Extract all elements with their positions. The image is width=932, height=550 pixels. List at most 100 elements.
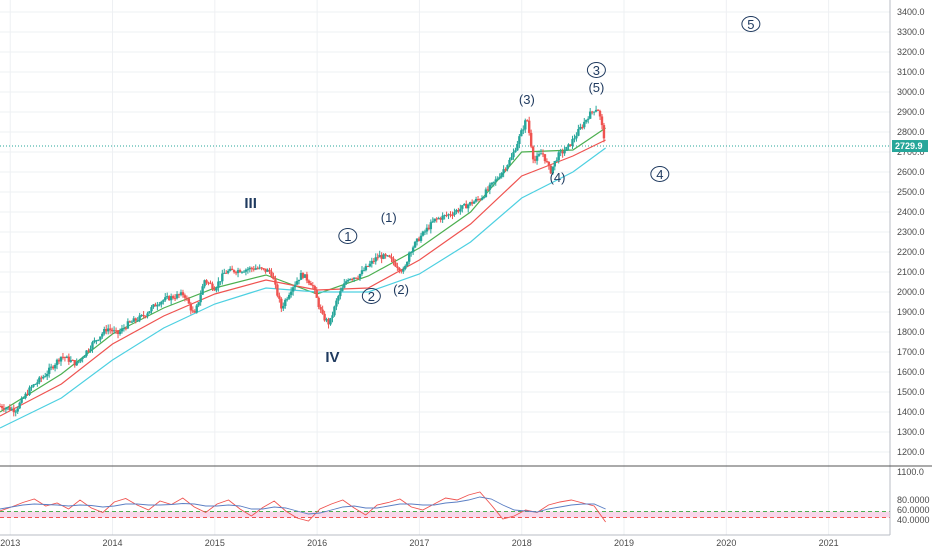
candle-body	[465, 203, 468, 209]
candle-body	[531, 146, 535, 160]
candle-body	[4, 408, 8, 410]
candle-body	[110, 329, 114, 332]
candle-body	[14, 411, 17, 413]
candle-body	[278, 295, 281, 299]
candle-body	[585, 119, 588, 122]
candle-body	[197, 302, 200, 306]
candle-body	[75, 362, 78, 366]
candle-body	[362, 270, 366, 272]
candle-body	[484, 189, 488, 197]
candle-body	[407, 252, 411, 262]
y-tick-label: 2500.0	[897, 187, 925, 197]
candle-body	[539, 153, 543, 155]
candle-body	[331, 315, 334, 318]
candle-body	[193, 311, 196, 313]
candle-body	[510, 157, 513, 160]
candle-body	[181, 292, 185, 296]
candle-body	[91, 342, 94, 349]
moving-average-line	[0, 127, 606, 413]
candle-body	[319, 306, 322, 310]
candle-body	[388, 255, 391, 258]
candle-body	[583, 121, 586, 128]
candle-body	[555, 160, 558, 162]
candle-body	[264, 268, 267, 272]
candle-body	[26, 393, 29, 395]
candle-body	[203, 280, 206, 287]
candle-body	[360, 270, 364, 275]
candle-body	[85, 350, 88, 356]
candle-body	[146, 313, 149, 317]
candle-body	[18, 402, 21, 409]
candle-body	[2, 407, 6, 410]
candle-body	[268, 269, 271, 272]
candle-body	[213, 288, 216, 291]
candle-body	[461, 205, 464, 209]
candle-body	[594, 109, 598, 112]
x-tick-label: 2017	[409, 538, 429, 548]
candle-body	[77, 361, 80, 363]
candle-body	[352, 277, 356, 280]
candle-body	[262, 268, 265, 270]
candle-body	[142, 314, 145, 317]
candle-body	[207, 282, 210, 284]
candle-body	[173, 298, 177, 300]
wave-label-circled: 1	[344, 229, 351, 244]
candle-body	[529, 132, 533, 147]
candle-body	[429, 222, 433, 230]
candle-body	[95, 340, 98, 342]
candle-body	[311, 285, 314, 287]
candles	[0, 105, 606, 417]
candle-body	[516, 143, 519, 151]
candle-body	[47, 367, 51, 374]
y-tick-label: 1800.0	[897, 327, 925, 337]
candle-body	[567, 144, 570, 147]
candle-body	[356, 278, 360, 280]
candle-body	[364, 266, 368, 271]
candle-body	[89, 348, 92, 351]
candle-body	[282, 306, 285, 309]
candle-body	[167, 296, 171, 301]
y-tick-label: 2100.0	[897, 267, 925, 277]
candle-body	[201, 286, 204, 295]
last-price-label: 2729.9	[895, 141, 923, 151]
candle-body	[246, 269, 250, 271]
candle-body	[406, 261, 409, 266]
candle-body	[191, 310, 194, 312]
y-tick-label: 3200.0	[897, 47, 925, 57]
y-tick-label: 3300.0	[897, 27, 925, 37]
candle-body	[130, 321, 134, 323]
candle-body	[520, 130, 523, 137]
wave-annotations: III IV 1 2 (1) (2) (3) (4) 3 (5) 4 5	[244, 16, 761, 366]
oscillator-tick-label: 60.0000	[897, 505, 930, 515]
candle-body	[295, 281, 299, 285]
oscillator-tick-label: 80.0000	[897, 495, 930, 505]
candle-body	[297, 279, 301, 282]
candle-body	[97, 339, 100, 341]
candle-body	[421, 231, 425, 236]
candle-body	[217, 281, 220, 288]
candle-body	[335, 300, 338, 307]
candle-body	[551, 166, 555, 174]
candle-body	[445, 215, 448, 217]
candle-body	[392, 258, 395, 263]
y-tick-label: 1300.0	[897, 427, 925, 437]
candle-body	[411, 247, 415, 253]
candle-body	[122, 328, 126, 330]
candle-body	[596, 109, 600, 111]
candle-body	[427, 227, 431, 230]
wave-label-circled: 3	[593, 63, 600, 78]
candle-body	[317, 297, 320, 307]
candle-body	[254, 268, 257, 270]
candle-body	[502, 169, 505, 173]
candle-body	[134, 318, 137, 321]
wave-circle	[650, 166, 670, 182]
candle-body	[10, 408, 14, 411]
x-tick-label: 2015	[205, 538, 225, 548]
candle-body	[240, 271, 244, 273]
wave-circle	[586, 62, 606, 78]
candle-body	[457, 210, 460, 212]
x-tick-label: 2021	[819, 538, 839, 548]
candle-body	[126, 321, 130, 329]
candle-body	[417, 238, 421, 241]
candle-body	[506, 165, 509, 170]
